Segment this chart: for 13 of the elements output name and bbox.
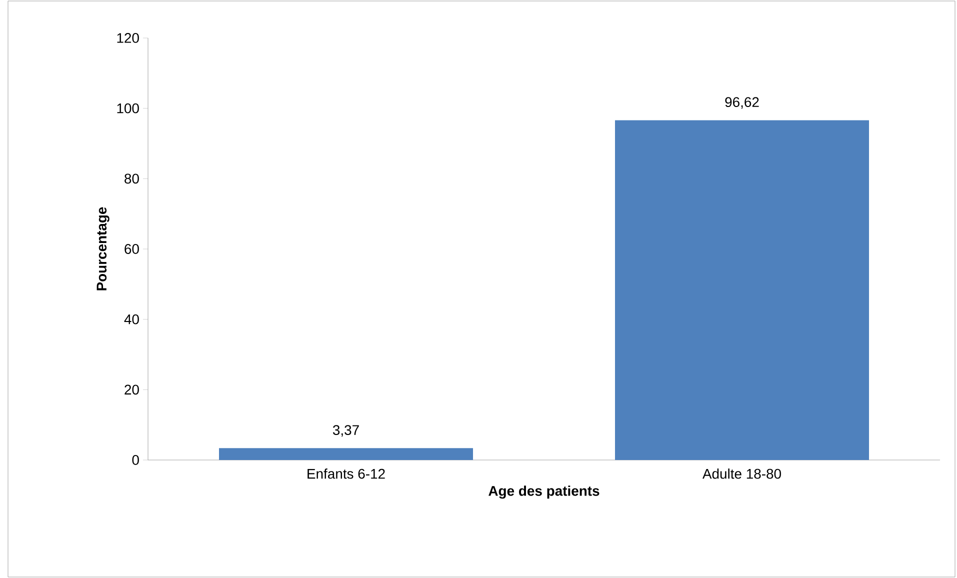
- x-tick-label: Enfants 6-12: [308, 468, 385, 479]
- y-tick-label: 20: [124, 384, 139, 395]
- y-tick-label: 80: [124, 174, 139, 184]
- y-tick-label: 60: [124, 244, 139, 254]
- x-axis-title: Age des patients: [488, 486, 600, 499]
- data-label: 3,37: [332, 425, 359, 437]
- y-tick-label: 120: [117, 33, 139, 43]
- y-tick-label: 100: [117, 103, 139, 114]
- y-tick-label: 40: [124, 314, 139, 324]
- x-tick-label: Adulte 18-80: [702, 468, 781, 479]
- data-label: 96,62: [725, 97, 759, 109]
- y-axis-title: Pourcentage: [96, 207, 110, 290]
- y-tick-label: 0: [132, 455, 139, 465]
